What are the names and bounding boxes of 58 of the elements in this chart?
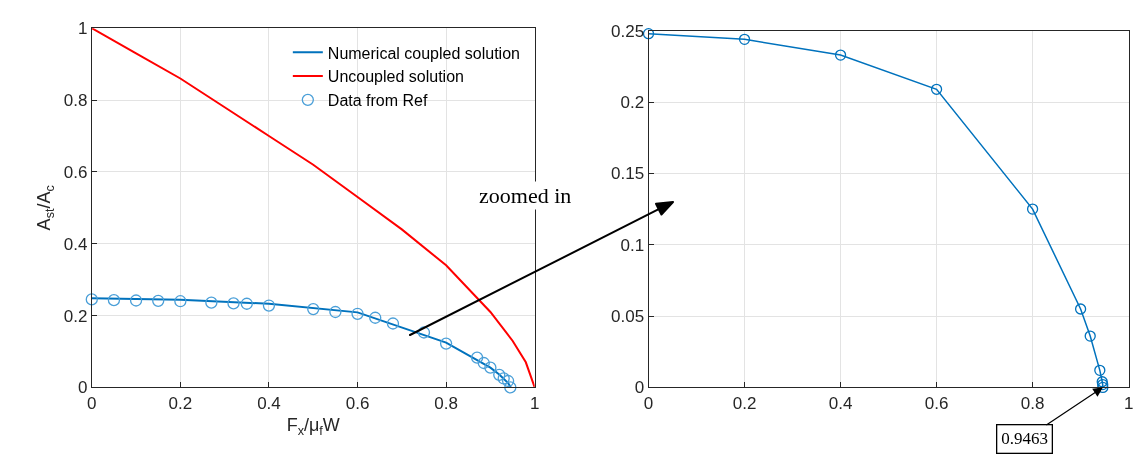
point <box>129 294 143 307</box>
point <box>497 372 510 385</box>
point <box>417 326 431 339</box>
y-tick-label: 0.2 <box>620 93 645 113</box>
legend-label: Data from Ref <box>327 92 428 110</box>
point <box>107 293 121 307</box>
point <box>329 305 342 319</box>
point <box>1074 303 1087 315</box>
x-tick-label: 0.4 <box>828 393 853 413</box>
y-tick-label: 0 <box>634 378 645 398</box>
annotation: 0.9463 <box>1001 429 1049 449</box>
y-tick-label: 0.25 <box>611 21 645 41</box>
legend-label: Numerical coupled solution <box>327 44 520 62</box>
point <box>1094 364 1106 376</box>
x-tick-label: 0.8 <box>434 393 458 413</box>
x-tick-label: 1 <box>529 393 540 413</box>
point <box>834 49 847 61</box>
point <box>262 299 276 312</box>
point <box>227 297 240 310</box>
y-tick-label: 1 <box>77 19 88 39</box>
point <box>369 311 382 324</box>
y-tick-label: 0.6 <box>63 162 88 182</box>
x-tick-label: 0.2 <box>732 393 757 413</box>
point <box>152 294 165 308</box>
legend-label: Uncoupled solution <box>327 68 464 86</box>
x-tick-label: 0.6 <box>345 393 370 413</box>
point <box>1026 203 1039 215</box>
point <box>501 374 515 388</box>
x-tick-label: 0.2 <box>168 393 193 413</box>
x-axis-title: F$_{x}$/μ$_{f}$W <box>286 414 340 438</box>
y-tick-label: 0.4 <box>63 234 88 254</box>
point <box>240 297 253 310</box>
y-tick-label: 0.8 <box>63 90 88 110</box>
point <box>85 293 98 306</box>
x-tick-label: 1 <box>1123 393 1134 413</box>
point <box>477 356 490 370</box>
point <box>386 317 400 330</box>
point <box>307 302 320 316</box>
point <box>504 381 517 394</box>
y-tick-label: 0.1 <box>620 235 645 255</box>
x-tick-label: 0.8 <box>1020 393 1045 413</box>
point <box>1084 330 1096 342</box>
point <box>493 368 506 382</box>
y-tick-label: 0.2 <box>63 306 88 326</box>
annotation: zoomed in <box>479 183 572 208</box>
point <box>930 83 943 95</box>
point <box>470 351 484 364</box>
point <box>351 307 364 320</box>
point <box>174 295 187 308</box>
x-tick-label: 0.4 <box>257 393 281 413</box>
point <box>205 296 218 309</box>
point <box>439 337 453 350</box>
y-tick-label: 0.05 <box>611 307 645 327</box>
x-tick-label: 0.6 <box>924 393 949 413</box>
point <box>738 33 751 46</box>
point <box>484 361 497 374</box>
y-tick-label: 0.15 <box>611 164 645 184</box>
y-tick-label: 0 <box>77 378 88 398</box>
